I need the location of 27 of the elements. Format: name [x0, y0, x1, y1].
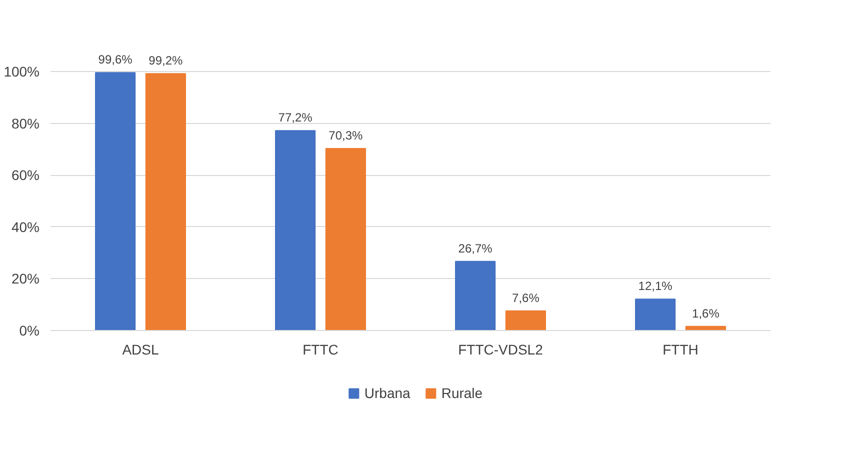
x-tick-label: ADSL — [122, 342, 159, 358]
data-label: 12,1% — [638, 279, 673, 294]
x-tick-label: FTTC — [302, 342, 338, 358]
y-tick-label: 60% — [11, 167, 40, 184]
data-label: 7,6% — [512, 290, 540, 305]
data-label: 99,2% — [148, 54, 184, 68]
data-label: 26,7% — [458, 241, 493, 256]
bar — [455, 260, 496, 330]
y-tick-label: 20% — [11, 270, 40, 287]
data-label: 1,6% — [692, 306, 720, 320]
data-label: 77,2% — [278, 110, 313, 125]
y-tick-label: 80% — [11, 115, 40, 132]
bar — [635, 298, 676, 330]
bar — [95, 72, 136, 330]
x-tick-label: FTTH — [662, 342, 698, 358]
y-tick-label: 0% — [19, 322, 40, 338]
y-tick-label: 100% — [4, 64, 40, 80]
bar — [505, 310, 546, 330]
legend-label: Rurale — [441, 385, 483, 401]
data-label: 99,6% — [98, 52, 133, 67]
y-tick-label: 40% — [11, 218, 40, 235]
bar — [275, 130, 316, 330]
legend-label: Urbana — [364, 385, 410, 401]
bar — [145, 73, 186, 330]
x-tick-label: FTTC-VDSL2 — [458, 342, 544, 358]
data-label: 70,3% — [328, 128, 364, 142]
bar — [325, 148, 366, 330]
